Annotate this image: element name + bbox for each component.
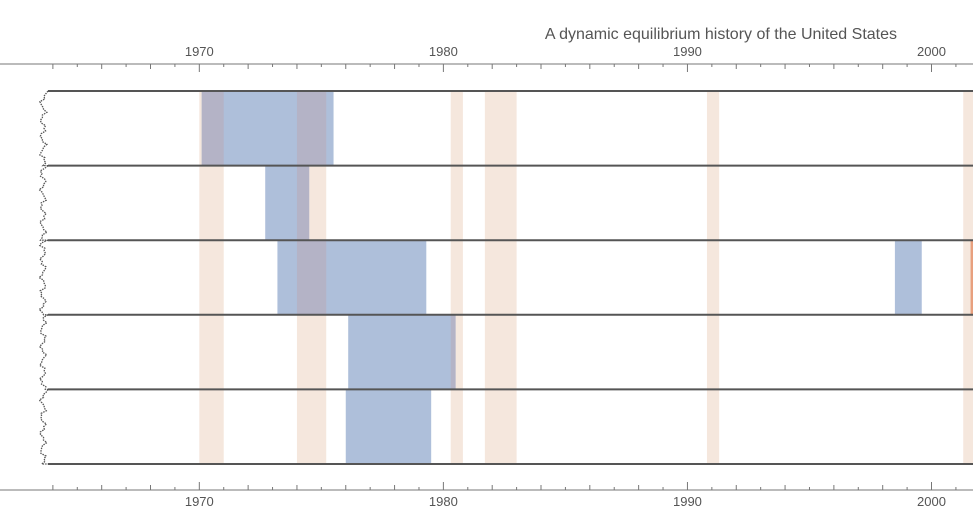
tick-label-bottom-1980: 1980 [429,494,458,509]
tick-label-top-2000: 2000 [917,44,946,59]
row-edge-3 [38,314,49,391]
shock-bar-4 [348,314,456,390]
row-edge-0 [39,90,49,167]
shock-bar-5 [345,389,432,464]
tick-label-top-1970: 1970 [185,44,214,59]
time-axes: 1970 1980 1990 2000 1970 1980 1990 2000 [0,44,973,509]
chart-title: A dynamic equilibrium history of the Uni… [545,26,897,43]
row-edge-4 [38,389,49,465]
recession-band-2 [450,91,463,464]
overlap-regions [201,91,973,390]
highlight-mark-0 [970,240,973,315]
recession-band-4 [706,91,720,464]
shock-bar-3 [894,240,922,315]
tick-label-bottom-1970: 1970 [185,494,214,509]
tick-label-bottom-1990: 1990 [673,494,702,509]
recession-band-3 [484,91,517,464]
overlap-region-0 [201,91,224,166]
row-edge-1 [38,165,49,241]
row-separators [37,90,973,465]
tick-label-top-1990: 1990 [673,44,702,59]
tick-label-top-1980: 1980 [429,44,458,59]
overlap-region-1 [296,91,327,166]
tick-label-bottom-2000: 2000 [917,494,946,509]
row-edge-2 [37,239,49,316]
overlap-region-4 [450,314,456,390]
overlap-region-2 [296,165,310,241]
overlap-region-3 [296,240,327,315]
recession-band-5 [963,91,973,464]
